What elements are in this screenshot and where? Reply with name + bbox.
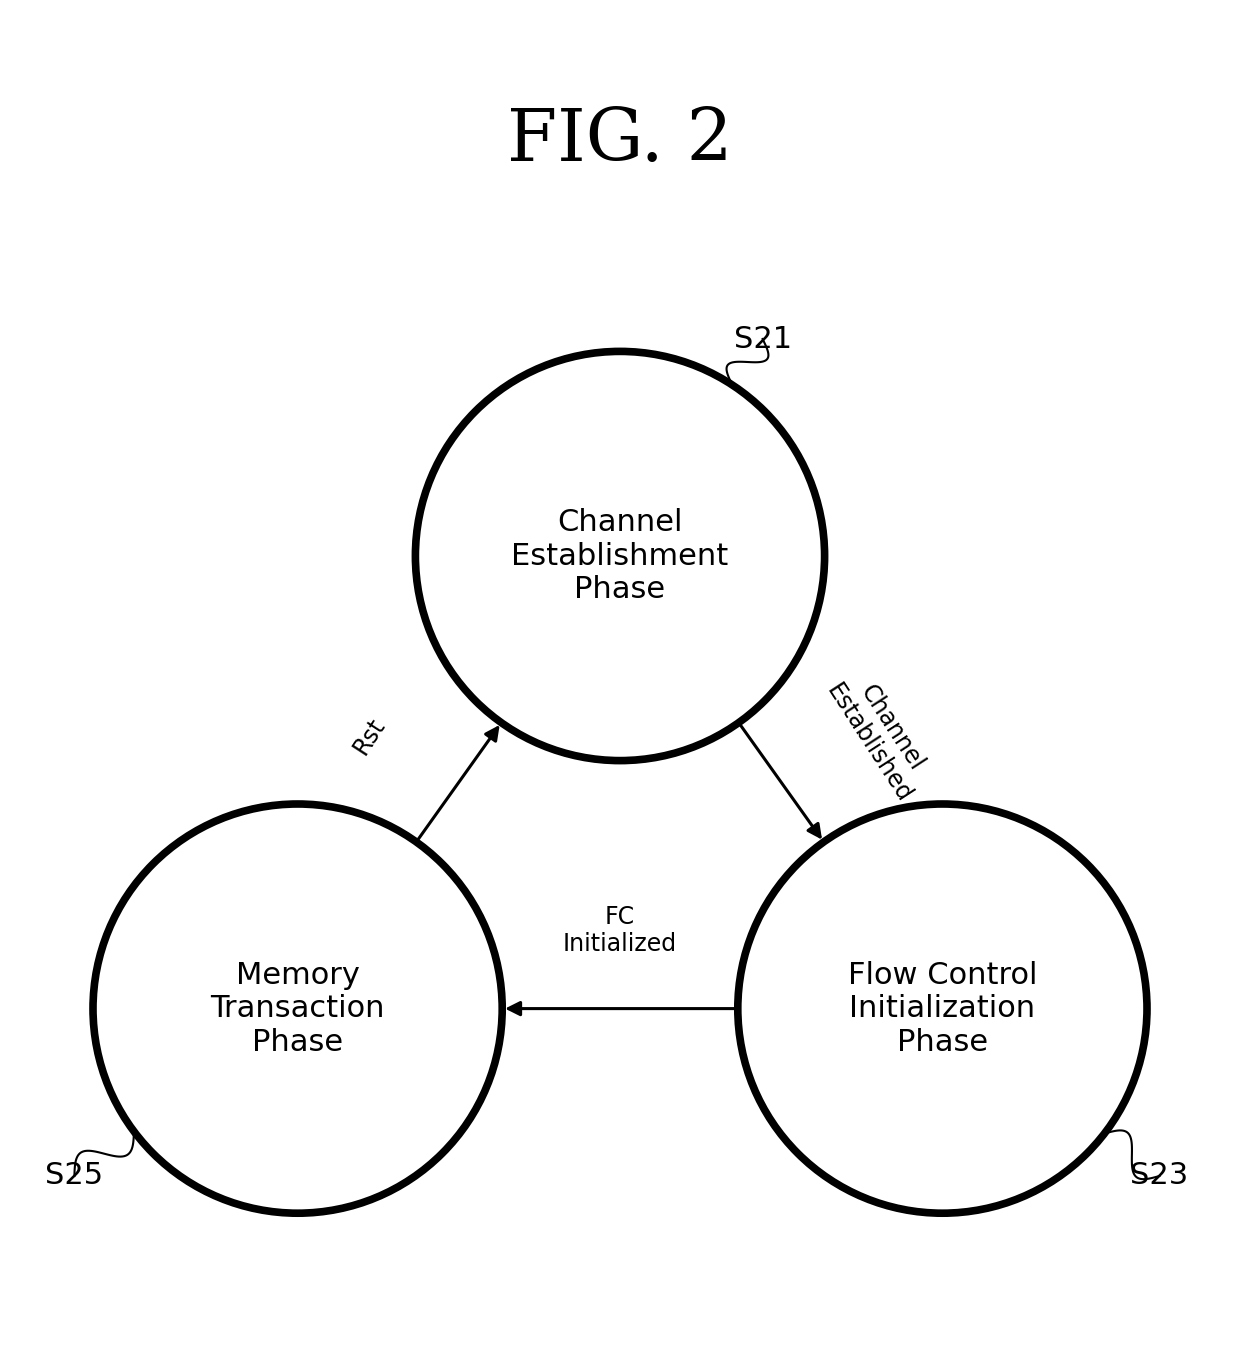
Circle shape bbox=[415, 351, 825, 760]
Circle shape bbox=[93, 804, 502, 1213]
Text: FC
Initialized: FC Initialized bbox=[563, 904, 677, 956]
Text: Channel
Established: Channel Established bbox=[822, 665, 939, 806]
Text: FIG. 2: FIG. 2 bbox=[507, 105, 733, 175]
Text: Rst: Rst bbox=[348, 713, 391, 759]
Text: Memory
Transaction
Phase: Memory Transaction Phase bbox=[211, 960, 384, 1057]
Text: Channel
Establishment
Phase: Channel Establishment Phase bbox=[511, 507, 729, 604]
Text: S23: S23 bbox=[1131, 1161, 1188, 1190]
Text: Flow Control
Initialization
Phase: Flow Control Initialization Phase bbox=[848, 960, 1037, 1057]
Circle shape bbox=[738, 804, 1147, 1213]
Text: S21: S21 bbox=[734, 325, 791, 354]
Text: S25: S25 bbox=[46, 1161, 103, 1190]
